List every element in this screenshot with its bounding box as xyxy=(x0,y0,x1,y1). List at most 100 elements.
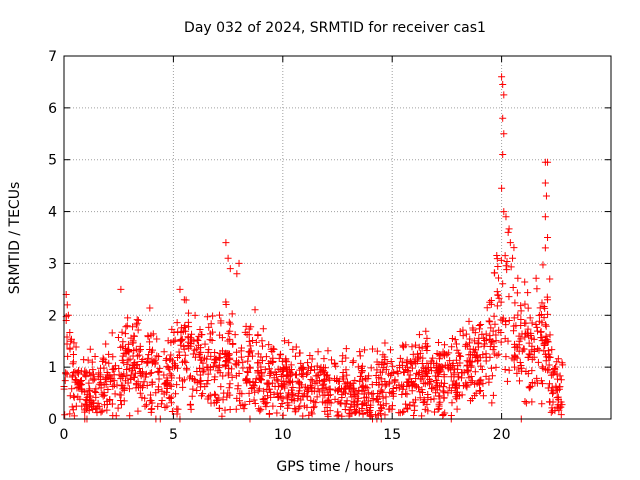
data-point xyxy=(433,367,441,375)
data-point xyxy=(215,311,223,319)
data-point xyxy=(522,330,530,338)
data-point xyxy=(314,348,322,356)
data-point xyxy=(540,314,548,322)
data-point xyxy=(553,358,561,366)
data-point xyxy=(204,348,212,356)
data-point xyxy=(402,390,410,398)
data-point xyxy=(275,393,283,401)
data-point xyxy=(168,325,176,333)
data-point xyxy=(228,373,236,381)
data-point xyxy=(307,366,315,374)
data-point xyxy=(170,337,178,345)
data-point xyxy=(251,399,259,407)
data-point xyxy=(278,399,286,407)
data-point xyxy=(390,369,398,377)
data-point xyxy=(361,346,369,354)
axis-ticks xyxy=(63,55,611,420)
chart-title: Day 032 of 2024, SRMTID for receiver cas… xyxy=(184,20,486,36)
data-point xyxy=(465,351,473,359)
data-point xyxy=(78,387,86,395)
data-point xyxy=(452,340,460,348)
data-point xyxy=(297,381,305,389)
data-point xyxy=(199,390,207,398)
data-point xyxy=(233,348,241,356)
data-point xyxy=(421,398,429,406)
data-point xyxy=(308,377,316,385)
data-point xyxy=(203,355,211,363)
data-point xyxy=(377,388,385,396)
data-point xyxy=(167,382,175,390)
data-point xyxy=(127,371,135,379)
data-point xyxy=(432,389,440,397)
data-point xyxy=(525,339,533,347)
data-point xyxy=(231,360,239,368)
data-point xyxy=(66,345,74,353)
data-point xyxy=(232,405,240,413)
data-point xyxy=(243,368,251,376)
data-point xyxy=(166,370,174,378)
data-point xyxy=(476,354,484,362)
data-point xyxy=(516,377,523,385)
data-point xyxy=(179,377,187,385)
data-point xyxy=(464,368,472,376)
data-point xyxy=(251,378,259,386)
data-point xyxy=(520,345,528,353)
data-point xyxy=(104,386,112,394)
data-point xyxy=(289,345,297,353)
data-point xyxy=(261,400,269,408)
data-point xyxy=(548,346,556,354)
peak-point xyxy=(541,213,549,221)
data-point xyxy=(76,395,84,403)
data-point xyxy=(452,393,460,401)
data-point xyxy=(68,385,76,393)
data-point xyxy=(400,368,408,376)
data-point xyxy=(537,328,545,336)
data-point xyxy=(180,357,188,365)
data-point xyxy=(298,371,306,379)
data-point xyxy=(448,399,456,407)
data-point xyxy=(279,411,287,419)
data-point xyxy=(533,323,541,331)
data-point xyxy=(477,387,485,394)
data-point xyxy=(368,390,376,398)
data-point xyxy=(378,380,386,388)
data-point xyxy=(526,314,534,322)
data-point xyxy=(298,364,306,372)
data-point xyxy=(545,353,553,361)
data-point xyxy=(403,363,411,371)
y-tick-label: 2 xyxy=(48,308,57,324)
data-point xyxy=(368,381,376,389)
data-point xyxy=(318,386,326,394)
data-point xyxy=(226,320,234,328)
data-point xyxy=(419,372,427,380)
data-point xyxy=(186,372,194,380)
data-point xyxy=(428,385,436,393)
data-point xyxy=(544,366,552,374)
data-point xyxy=(120,359,128,367)
data-point xyxy=(503,377,511,385)
peak-point xyxy=(117,285,125,293)
data-point xyxy=(186,401,194,409)
data-point xyxy=(514,311,522,319)
data-point xyxy=(493,252,501,260)
data-point xyxy=(178,336,186,344)
data-point xyxy=(524,353,532,361)
data-point xyxy=(448,381,456,389)
data-point xyxy=(319,391,327,399)
data-point xyxy=(165,365,173,373)
peak-point xyxy=(509,254,517,262)
data-point xyxy=(481,340,489,348)
data-point xyxy=(488,372,496,380)
data-point xyxy=(251,388,259,396)
data-point xyxy=(196,353,204,361)
data-point xyxy=(269,345,277,353)
data-point xyxy=(415,343,423,351)
data-point xyxy=(471,368,479,376)
data-point xyxy=(212,396,220,404)
data-point xyxy=(524,304,532,312)
data-point xyxy=(118,328,126,336)
data-point xyxy=(538,334,546,342)
data-point xyxy=(542,332,550,340)
data-point xyxy=(410,358,418,366)
data-point xyxy=(542,321,550,329)
